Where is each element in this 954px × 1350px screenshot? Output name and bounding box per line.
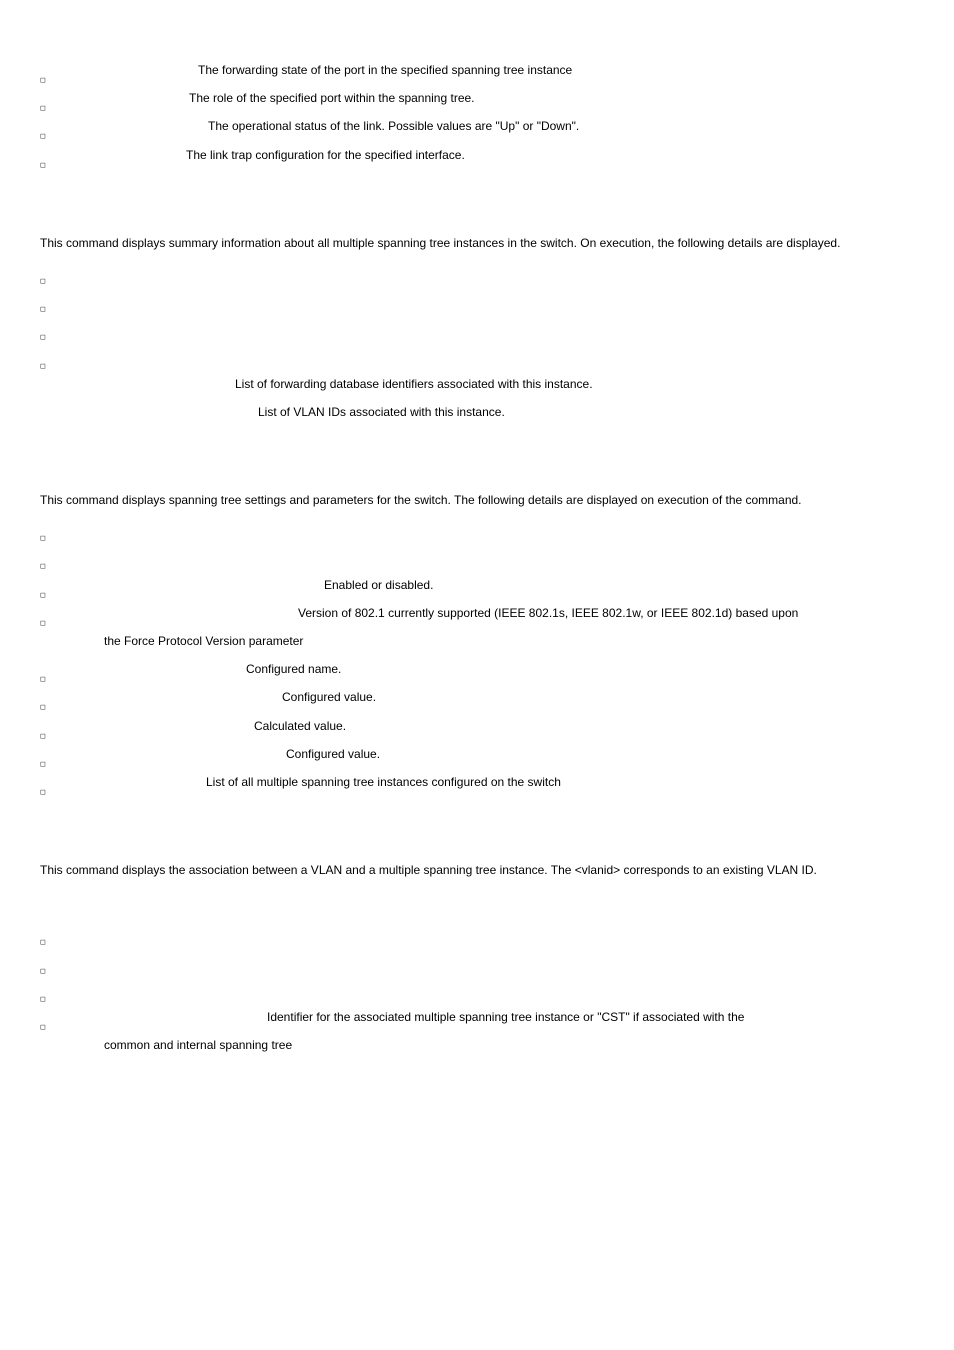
free-text: List of forwarding database identifiers … <box>40 377 593 391</box>
list-item-text: Version of 802.1 currently supported (IE… <box>104 599 914 627</box>
bullet-icon: ◻ <box>40 947 104 975</box>
list-item-text: The operational status of the link. Poss… <box>104 112 914 140</box>
list-item-text: The forwarding state of the port in the … <box>104 56 914 84</box>
list-item: ◻ Enabled or disabled. <box>40 571 914 599</box>
bullet-icon: ◻ <box>40 84 104 112</box>
bullet-icon: ◻ <box>40 1003 104 1031</box>
bullet-icon: ◻ <box>40 571 104 599</box>
bullet-icon: ◻ <box>40 683 104 711</box>
bullet-icon: ◻ <box>40 542 104 570</box>
section-2-freeline-2: List of VLAN IDs associated with this in… <box>40 398 914 426</box>
list-item: ◻ Configured name. <box>40 655 914 683</box>
list-item-empty: ◻ <box>40 975 914 1003</box>
list-item-text: Calculated value. <box>104 712 914 740</box>
continuation-line: common and internal spanning tree <box>40 1031 914 1059</box>
section-3-intro: This command displays spanning tree sett… <box>40 486 914 514</box>
list-item-empty: ◻ <box>40 285 914 313</box>
list-item-text: Enabled or disabled. <box>104 571 914 599</box>
section-2-freeline-1: List of forwarding database identifiers … <box>40 370 914 398</box>
bullet-icon: ◻ <box>40 141 104 169</box>
free-text: List of VLAN IDs associated with this in… <box>40 405 505 419</box>
bullet-icon: ◻ <box>40 514 104 542</box>
section-2-blank-bullets: ◻ ◻ ◻ ◻ <box>40 257 914 370</box>
list-item: ◻ The link trap configuration for the sp… <box>40 141 914 169</box>
list-item: ◻ Version of 802.1 currently supported (… <box>40 599 914 627</box>
list-item-text: Configured value. <box>104 683 914 711</box>
bullet-icon: ◻ <box>40 257 104 285</box>
list-item-text: The link trap configuration for the spec… <box>104 141 914 169</box>
list-item: ◻ The operational status of the link. Po… <box>40 112 914 140</box>
section-4-intro: This command displays the association be… <box>40 856 914 884</box>
continuation-line: the Force Protocol Version parameter <box>40 627 914 655</box>
list-item-text: List of all multiple spanning tree insta… <box>104 768 914 796</box>
list-item: ◻ Configured value. <box>40 740 914 768</box>
list-item: ◻ Identifier for the associated multiple… <box>40 1003 914 1031</box>
list-item: ◻ The forwarding state of the port in th… <box>40 56 914 84</box>
bullet-icon: ◻ <box>40 342 104 370</box>
spacer <box>40 796 914 856</box>
list-item-empty: ◻ <box>40 947 914 975</box>
section-1-list: ◻ The forwarding state of the port in th… <box>40 56 914 169</box>
list-item: ◻ List of all multiple spanning tree ins… <box>40 768 914 796</box>
list-item-text: Configured name. <box>104 655 914 683</box>
list-item-empty: ◻ <box>40 342 914 370</box>
bullet-icon: ◻ <box>40 918 104 946</box>
list-item: ◻ The role of the specified port within … <box>40 84 914 112</box>
bullet-icon: ◻ <box>40 655 104 683</box>
list-item-text: Identifier for the associated multiple s… <box>104 1003 914 1031</box>
bullet-icon: ◻ <box>40 975 104 1003</box>
list-item-text: Configured value. <box>104 740 914 768</box>
bullet-icon: ◻ <box>40 56 104 84</box>
section-4-list: ◻ ◻ ◻ ◻ Identifier for the associated mu… <box>40 918 914 1031</box>
list-item-empty: ◻ <box>40 514 914 542</box>
spacer <box>40 426 914 486</box>
list-item-text: The role of the specified port within th… <box>104 84 914 112</box>
continuation-text: the Force Protocol Version parameter <box>104 634 303 648</box>
section-3-list-cont: ◻ Configured name. ◻ Configured value. ◻… <box>40 655 914 796</box>
list-item-empty: ◻ <box>40 918 914 946</box>
bullet-icon: ◻ <box>40 740 104 768</box>
list-item-empty: ◻ <box>40 542 914 570</box>
bullet-icon: ◻ <box>40 313 104 341</box>
spacer <box>40 169 914 229</box>
spacer <box>40 884 914 918</box>
section-2-intro: This command displays summary informatio… <box>40 229 914 257</box>
list-item-empty: ◻ <box>40 257 914 285</box>
list-item: ◻ Calculated value. <box>40 712 914 740</box>
list-item: ◻ Configured value. <box>40 683 914 711</box>
bullet-icon: ◻ <box>40 112 104 140</box>
bullet-icon: ◻ <box>40 768 104 796</box>
list-item-empty: ◻ <box>40 313 914 341</box>
section-3-list: ◻ ◻ ◻ Enabled or disabled. ◻ Version of … <box>40 514 914 627</box>
bullet-icon: ◻ <box>40 712 104 740</box>
continuation-text: common and internal spanning tree <box>104 1038 292 1052</box>
bullet-icon: ◻ <box>40 285 104 313</box>
bullet-icon: ◻ <box>40 599 104 627</box>
